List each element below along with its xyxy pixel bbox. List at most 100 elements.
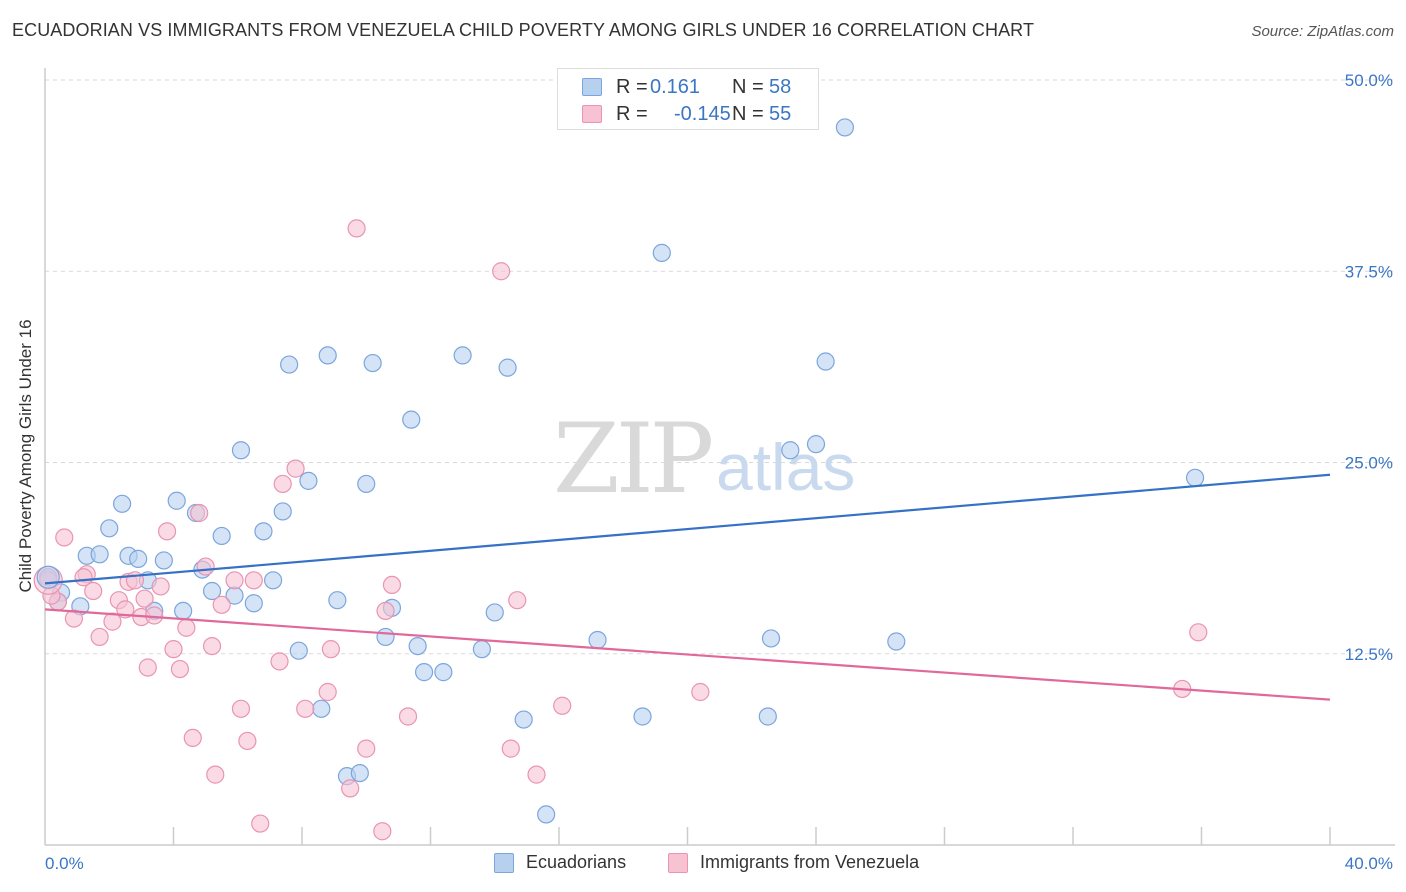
venezuela-point [135,589,154,608]
data-points [33,118,1208,841]
venezuela-point [103,612,122,631]
ecuadorian-point [816,352,835,371]
venezuela-point [183,728,202,748]
ecuadorian-point [514,710,533,729]
ecuadorian-point [376,627,395,647]
venezuela-point [90,627,109,647]
venezuela-point [202,636,222,656]
ecuadorian-point [434,663,453,682]
venezuela-point [212,595,231,614]
venezuela-point [206,765,225,784]
venezuela-point [196,557,215,576]
ecuadorian-point [453,346,472,365]
ecuadorian-point-cluster [36,565,60,589]
ecuadorian-point [112,494,132,513]
legend-r-label: R = [616,103,648,125]
ecuadorian-point [887,632,906,651]
axes [44,68,1395,846]
venezuela-point [398,707,418,726]
venezuela-point [527,765,546,784]
venezuela-point [157,522,177,541]
grid-lines [45,79,1395,655]
ecuadorian-point [1185,468,1205,487]
chart-title: ECUADORIAN VS IMMIGRANTS FROM VENEZUELA … [12,20,1035,40]
venezuela-point [270,652,289,671]
legend-label: Immigrants from Venezuela [700,852,920,872]
watermark-zip: ZIP [553,403,712,515]
venezuela-point [376,601,395,621]
ecuadorian-point [652,243,671,262]
ecuadorian-point [231,441,251,460]
venezuela-point [138,658,157,677]
venezuela-point [553,696,572,715]
ecuadorian-point [537,805,556,824]
ecuadorian-point [363,353,382,373]
venezuela-point [508,591,527,610]
ecuadorian-point [350,763,369,783]
venezuela-point [318,682,337,702]
venezuela-point [74,568,93,587]
ecuadorian-point [312,699,331,718]
ecuadorian-point [263,571,283,590]
ecuadorian-point [408,636,427,656]
ecuadorian-point [167,491,186,510]
y-tick-label: 50.0% [1345,71,1393,90]
venezuela-point [357,739,376,758]
venezuela-point [177,618,196,637]
venezuela-point [145,606,164,625]
ecuadorian-point [414,663,434,682]
ecuadorian-point [299,471,318,490]
venezuela-point [231,699,251,718]
ecuadorian-point [289,641,308,660]
ecuadorian-point [90,545,109,564]
ecuadorian-point [806,435,826,454]
venezuela-point [373,822,392,841]
venezuela-point [164,640,183,659]
ecuadorian-point [129,549,148,568]
venezuela-point [347,219,366,238]
legend-swatch-pink [668,853,688,873]
venezuela-point [286,459,305,478]
legend-n-value: 55 [769,103,792,125]
ecuadorian-point [761,629,781,648]
trend-lines [44,473,1331,701]
venezuela-point [238,731,257,751]
y-tick-label: 25.0% [1345,454,1393,473]
legend-n-label: N = [732,76,764,98]
ecuadorian-point [402,410,421,429]
ecuadorian-point [835,118,855,137]
venezuela-point [190,503,209,523]
ecuadorian-point [212,526,231,546]
venezuela-point [321,640,341,659]
ecuadorian-point [328,591,347,610]
correlation-legend: R = 0.161 N = 58 R = -0.145 N = 55 [557,68,819,130]
ecuadorian-point [758,707,777,726]
ecuadorian-point [254,522,273,541]
ecuadorian-point [174,601,193,621]
legend-swatch-blue [494,853,514,873]
venezuela-point [273,474,292,494]
ecuadorian-point [633,707,652,726]
legend-n-label: N = [732,103,764,125]
y-tick-label: 37.5% [1345,262,1393,281]
venezuela-point [691,682,710,702]
venezuela-point [501,739,520,758]
venezuela-point [251,814,270,833]
legend-r-value: -0.145 [674,103,731,125]
watermark-atlas: atlas [716,430,855,504]
venezuela-point [244,571,263,590]
venezuela-point [341,779,360,798]
venezuela-point [296,699,315,718]
legend-r-label: R = [616,76,648,98]
y-tick-label: 12.5% [1345,645,1393,664]
ecuadorian-point [485,603,504,622]
source-label: Source: ZipAtlas.com [1251,23,1394,40]
ecuadorian-point [202,581,222,601]
watermark: ZIP atlas [553,403,855,515]
legend-swatch-pink [582,105,602,123]
ecuadorian-point [280,355,299,374]
ecuadorian-point [318,346,337,365]
venezuela-point [55,528,74,547]
